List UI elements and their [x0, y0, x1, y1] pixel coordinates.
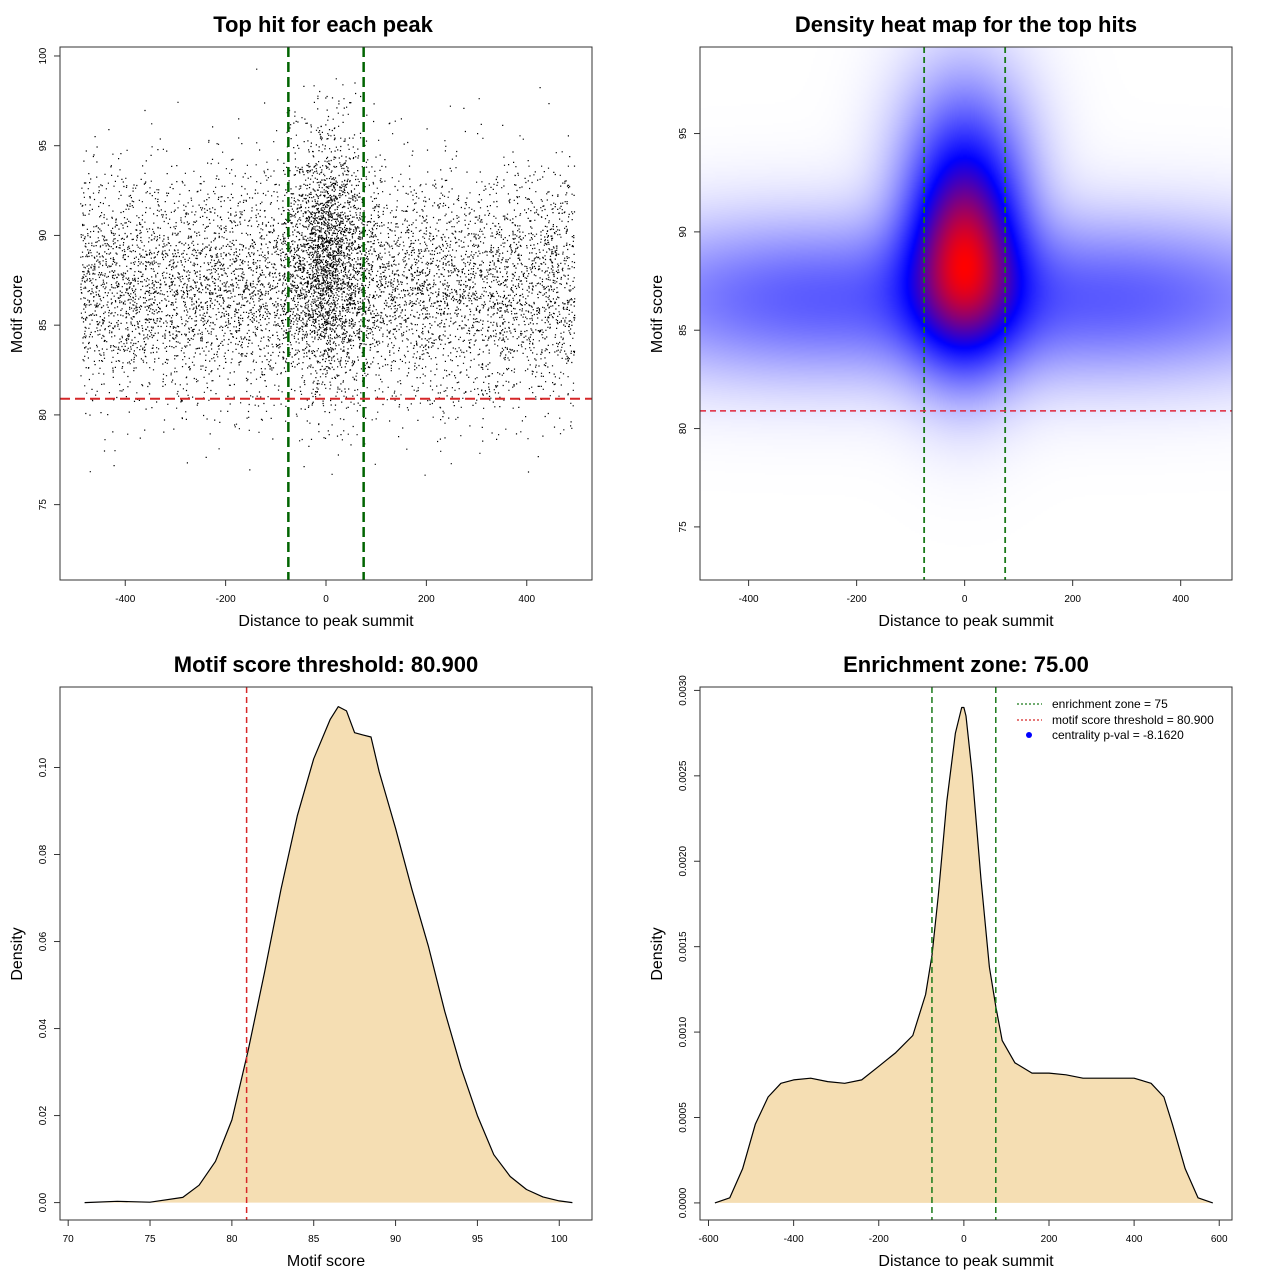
density-curve	[714, 706, 1213, 1204]
x-tick-label: 0	[323, 594, 329, 605]
x-tick-label: 70	[63, 1234, 75, 1245]
x-tick-label: 0	[962, 594, 968, 605]
legend-label-enrichment-zone: enrichment zone = 75	[1052, 697, 1168, 711]
y-tick-label: 0.0015	[678, 931, 689, 962]
plot-frame	[699, 46, 1233, 581]
x-tick-label: 200	[418, 594, 435, 605]
x-axis-label: Distance to peak summit	[878, 613, 1054, 630]
x-tick-label: -200	[216, 594, 236, 605]
legend: enrichment zone = 75 motif score thresho…	[1017, 697, 1214, 742]
y-tick-label: 75	[38, 499, 49, 511]
x-tick-label: 95	[472, 1234, 484, 1245]
x-tick-label: 100	[551, 1234, 568, 1245]
y-tick-label: 75	[678, 521, 689, 533]
plot-frame	[59, 46, 593, 581]
x-tick-label: 90	[390, 1234, 402, 1245]
density-area	[84, 706, 573, 1203]
chart-title: Density heat map for the top hits	[795, 12, 1137, 37]
chart-title: Motif score threshold: 80.900	[174, 652, 478, 677]
x-axis-label: Distance to peak summit	[238, 613, 414, 630]
x-tick-label: -200	[869, 1234, 889, 1245]
y-tick-label: 80	[678, 423, 689, 435]
y-tick-label: 0.0025	[678, 760, 689, 791]
y-tick-label: 95	[678, 128, 689, 140]
x-tick-label: 80	[226, 1234, 238, 1245]
density-area	[714, 707, 1213, 1203]
y-tick-label: 0.02	[38, 1105, 49, 1125]
y-tick-label: 0.08	[38, 844, 49, 864]
chart-title: Top hit for each peak	[213, 12, 433, 37]
y-axis-label: Motif score	[649, 275, 666, 353]
x-tick-label: 200	[1064, 594, 1081, 605]
y-tick-label: 95	[38, 140, 49, 152]
x-tick-label: 85	[308, 1234, 320, 1245]
y-tick-label: 0.04	[38, 1018, 49, 1038]
y-tick-label: 0.0010	[678, 1016, 689, 1047]
plot-frame	[699, 686, 1233, 1221]
legend-swatch-centrality	[1026, 732, 1032, 738]
x-tick-label: 200	[1041, 1234, 1058, 1245]
panel-score-density: Motif score threshold: 80.900 70 75 80 85 90…	[9, 652, 593, 1270]
x-axis-label: Motif score	[287, 1253, 365, 1270]
y-tick-label: 0.0020	[678, 846, 689, 877]
y-tick-label: 0.0030	[678, 675, 689, 706]
x-tick-label: 400	[1126, 1234, 1143, 1245]
y-tick-label: 80	[38, 409, 49, 421]
density-heatmap-image	[700, 47, 1232, 580]
x-tick-label: 400	[1172, 594, 1189, 605]
y-tick-label: 0.06	[38, 931, 49, 951]
chart-title: Enrichment zone: 75.00	[843, 652, 1089, 677]
x-tick-label: 600	[1211, 1234, 1228, 1245]
x-tick-label: -400	[739, 594, 759, 605]
y-tick-label: 85	[38, 319, 49, 331]
x-tick-label: 400	[518, 594, 535, 605]
panel-heatmap: Density heat map for the top hits -400 -2…	[649, 12, 1233, 630]
plot-frame	[59, 686, 593, 1221]
y-tick-label: 0.0000	[678, 1187, 689, 1218]
panel-scatter: Top hit for each peak -400 -200 0 200 400 75 8…	[9, 12, 593, 630]
x-tick-label: 75	[144, 1234, 156, 1245]
x-axis-label: Distance to peak summit	[878, 1253, 1054, 1270]
y-tick-label: 0.10	[38, 757, 49, 777]
panel-distance-density: Enrichment zone: 75.00 -600 -400 -200 0 200 4…	[649, 652, 1233, 1270]
x-tick-label: -400	[115, 594, 135, 605]
x-tick-label: -600	[699, 1234, 719, 1245]
y-axis-label: Density	[649, 927, 666, 980]
legend-label-motif-threshold: motif score threshold = 80.900	[1052, 713, 1214, 727]
y-axis-label: Motif score	[9, 275, 26, 353]
y-tick-label: 90	[678, 226, 689, 238]
y-tick-label: 90	[38, 229, 49, 241]
legend-label-centrality: centrality p-val = -8.1620	[1052, 728, 1184, 742]
y-tick-label: 100	[38, 47, 49, 64]
density-curve	[84, 706, 573, 1204]
x-tick-label: 0	[961, 1234, 967, 1245]
x-tick-label: -400	[784, 1234, 804, 1245]
y-tick-label: 85	[678, 324, 689, 336]
x-tick-label: -200	[847, 594, 867, 605]
y-tick-label: 0.00	[38, 1192, 49, 1212]
y-axis-label: Density	[9, 927, 26, 980]
y-tick-label: 0.0005	[678, 1102, 689, 1133]
scatter-points	[80, 68, 576, 476]
